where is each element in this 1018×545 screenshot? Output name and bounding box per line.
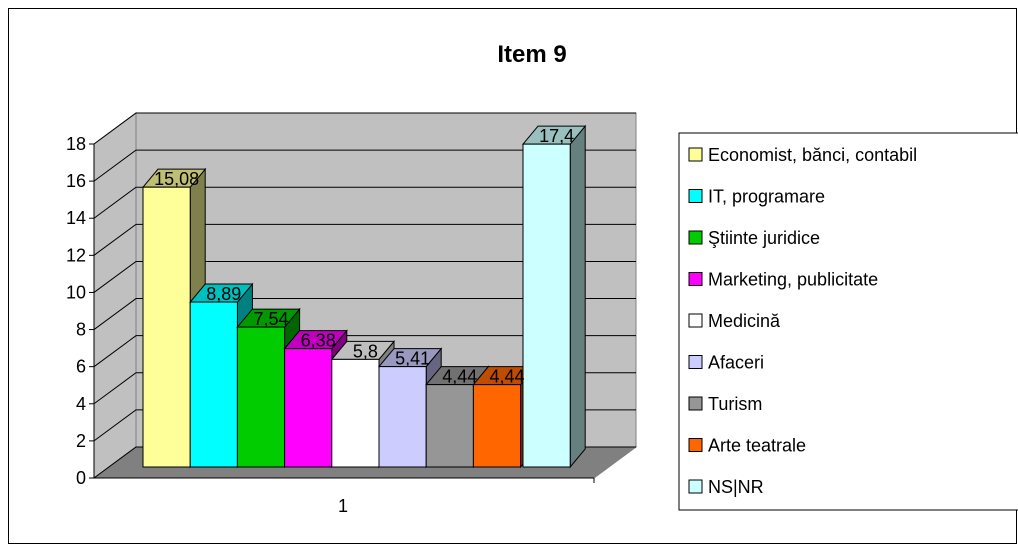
y-tick-label: 16 — [66, 171, 86, 191]
gridline — [93, 260, 636, 293]
gridline — [93, 223, 636, 256]
legend-item: Arte teatrale — [688, 436, 806, 456]
gridline — [93, 298, 636, 330]
axes: 0 2 4 6 8 10 12 14 16 18 1 — [66, 134, 595, 516]
data-label: 4,44 — [442, 367, 477, 387]
legend-item: Marketing, publicitate — [688, 270, 878, 290]
y-tick-label: 2 — [76, 431, 86, 451]
gridline — [93, 112, 636, 145]
legend-label: Economist, bănci, contabil — [708, 145, 917, 165]
y-tick-label: 10 — [66, 282, 86, 302]
legend-item: Economist, bănci, contabil — [688, 145, 917, 165]
legend-label: Arte teatrale — [708, 436, 806, 456]
legend-swatch — [688, 189, 703, 203]
bar-front — [472, 384, 522, 468]
gridline — [93, 186, 636, 219]
y-tick-label: 6 — [76, 357, 86, 377]
legend-item: IT, programare — [688, 187, 825, 207]
legend-swatch — [688, 355, 703, 369]
legend: Economist, bănci, contabil IT, programare… — [678, 132, 1018, 511]
chart-title: Item 9 — [497, 41, 566, 68]
bars — [141, 124, 587, 469]
bar-front — [425, 384, 474, 468]
data-label: 8,89 — [206, 284, 241, 304]
legend-label: Medicină — [708, 311, 781, 331]
bar-front — [142, 186, 191, 468]
data-label: 17,4 — [539, 126, 574, 146]
y-tick-label: 18 — [66, 134, 86, 154]
y-tick-label: 14 — [66, 208, 86, 228]
bar-front — [331, 358, 380, 468]
legend-label: NS|NR — [708, 477, 764, 497]
legend-item: Ştiinte juridice — [688, 228, 820, 248]
y-tick-label: 4 — [76, 394, 86, 414]
bar-front — [522, 143, 571, 468]
legend-label: Marketing, publicitate — [708, 270, 878, 290]
bar-front — [284, 348, 333, 468]
legend-item: Afaceri — [688, 353, 764, 373]
legend-box — [678, 132, 1018, 511]
legend-item: Turism — [688, 394, 762, 414]
legend-swatch — [688, 438, 703, 452]
legend-swatch — [688, 272, 703, 286]
legend-swatch — [688, 396, 703, 411]
data-label: 4,44 — [489, 367, 524, 387]
gridline — [93, 335, 636, 368]
gridlines — [93, 112, 636, 479]
legend-label: Turism — [708, 394, 762, 414]
legend-swatch — [688, 230, 703, 245]
bar-front — [236, 326, 286, 468]
legend-swatch — [688, 313, 703, 328]
legend-label: IT, programare — [708, 187, 825, 207]
data-label: 6,38 — [301, 331, 336, 351]
bar-side — [569, 124, 586, 469]
side-wall — [93, 112, 137, 479]
data-label: 15,08 — [154, 169, 199, 189]
data-label: 7,54 — [253, 309, 288, 329]
legend-swatch — [688, 479, 703, 494]
legend-item: Medicină — [688, 311, 781, 331]
x-tick-label: 1 — [338, 496, 348, 516]
data-label: 5,8 — [353, 341, 378, 361]
bar — [521, 124, 587, 469]
legend-item: NS|NR — [688, 477, 764, 497]
gridline — [93, 149, 636, 182]
y-tick-label: 12 — [66, 245, 86, 265]
data-labels: 15,08 8,89 7,54 6,38 5,8 5,41 4,44 4,44 17,4 — [154, 126, 574, 386]
data-label: 5,41 — [395, 349, 430, 369]
legend-label: Ştiinte juridice — [708, 228, 820, 248]
legend-swatch — [688, 147, 703, 162]
y-tick-label: 0 — [76, 468, 86, 488]
y-tick-label: 8 — [76, 320, 86, 340]
bar-front — [189, 301, 238, 468]
bar-front — [378, 366, 427, 468]
legend-label: Afaceri — [708, 353, 764, 373]
